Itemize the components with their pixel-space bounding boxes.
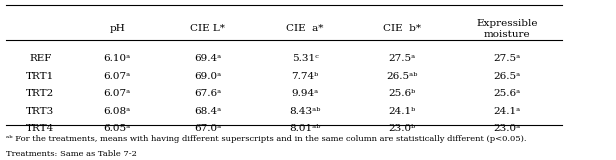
Text: 67.6ᵃ: 67.6ᵃ bbox=[194, 89, 221, 98]
Text: TRT3: TRT3 bbox=[26, 107, 55, 116]
Text: ᵃᵇ For the treatments, means with having different superscripts and in the same : ᵃᵇ For the treatments, means with having… bbox=[6, 135, 526, 143]
Text: 25.6ᵃ: 25.6ᵃ bbox=[493, 89, 521, 98]
Text: 9.94ᵃ: 9.94ᵃ bbox=[291, 89, 318, 98]
Text: TRT4: TRT4 bbox=[26, 124, 55, 133]
Text: 67.0ᵃ: 67.0ᵃ bbox=[194, 124, 221, 133]
Text: TRT1: TRT1 bbox=[26, 72, 55, 80]
Text: 69.0ᵃ: 69.0ᵃ bbox=[194, 72, 221, 80]
Text: 7.74ᵇ: 7.74ᵇ bbox=[291, 72, 318, 80]
Text: CIE  a*: CIE a* bbox=[286, 24, 323, 33]
Text: Expressible
moisture: Expressible moisture bbox=[476, 19, 538, 39]
Text: 27.5ᵃ: 27.5ᵃ bbox=[493, 54, 521, 63]
Text: 25.6ᵇ: 25.6ᵇ bbox=[389, 89, 416, 98]
Text: CIE L*: CIE L* bbox=[190, 24, 225, 33]
Text: 8.43ᵃᵇ: 8.43ᵃᵇ bbox=[290, 107, 321, 116]
Text: 68.4ᵃ: 68.4ᵃ bbox=[194, 107, 221, 116]
Text: 26.5ᵃ: 26.5ᵃ bbox=[493, 72, 521, 80]
Text: 5.31ᶜ: 5.31ᶜ bbox=[291, 54, 318, 63]
Text: 6.07ᵃ: 6.07ᵃ bbox=[103, 72, 131, 80]
Text: 69.4ᵃ: 69.4ᵃ bbox=[194, 54, 221, 63]
Text: pH: pH bbox=[109, 24, 125, 33]
Text: 23.0ᵇ: 23.0ᵇ bbox=[389, 124, 416, 133]
Text: 6.05ᵃ: 6.05ᵃ bbox=[103, 124, 131, 133]
Text: 6.07ᵃ: 6.07ᵃ bbox=[103, 89, 131, 98]
Text: 24.1ᵃ: 24.1ᵃ bbox=[493, 107, 521, 116]
Text: TRT2: TRT2 bbox=[26, 89, 55, 98]
Text: 23.0ᵃ: 23.0ᵃ bbox=[493, 124, 521, 133]
Text: CIE  b*: CIE b* bbox=[383, 24, 421, 33]
Text: 8.01ᵃᵇ: 8.01ᵃᵇ bbox=[290, 124, 321, 133]
Text: 26.5ᵃᵇ: 26.5ᵃᵇ bbox=[387, 72, 418, 80]
Text: 27.5ᵃ: 27.5ᵃ bbox=[389, 54, 416, 63]
Text: Treatments: Same as Table 7-2: Treatments: Same as Table 7-2 bbox=[6, 150, 137, 158]
Text: 6.10ᵃ: 6.10ᵃ bbox=[103, 54, 131, 63]
Text: 24.1ᵇ: 24.1ᵇ bbox=[389, 107, 416, 116]
Text: 6.08ᵃ: 6.08ᵃ bbox=[103, 107, 131, 116]
Text: REF: REF bbox=[30, 54, 52, 63]
